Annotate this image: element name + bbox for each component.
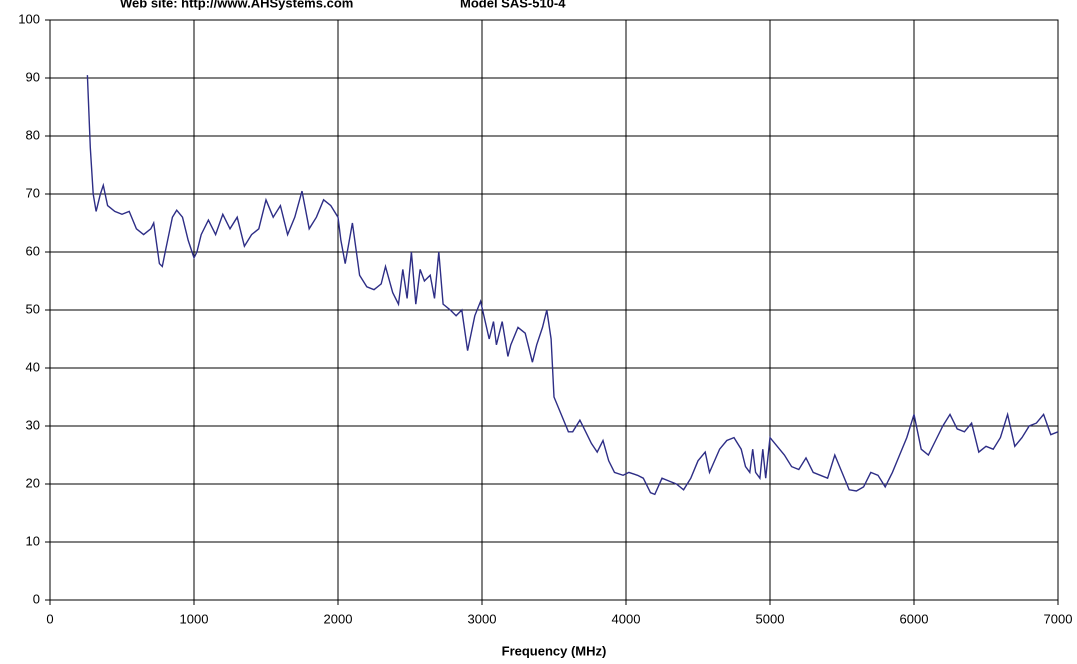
header-right: Model SAS-510-4 (460, 0, 566, 10)
y-tick-label: 20 (26, 475, 40, 490)
header-left: Web site: http://www.AHSystems.com (120, 0, 353, 10)
x-tick-label: 6000 (900, 611, 929, 626)
y-tick-label: 90 (26, 69, 40, 84)
y-tick-label: 30 (26, 417, 40, 432)
x-tick-label: 4000 (612, 611, 641, 626)
y-tick-label: 100 (18, 11, 40, 26)
x-tick-label: 0 (46, 611, 53, 626)
y-tick-label: 70 (26, 185, 40, 200)
y-tick-label: 60 (26, 243, 40, 258)
y-tick-label: 40 (26, 359, 40, 374)
y-tick-label: 10 (26, 533, 40, 548)
x-tick-label: 2000 (324, 611, 353, 626)
x-tick-label: 5000 (756, 611, 785, 626)
x-tick-label: 7000 (1044, 611, 1073, 626)
x-tick-label: 3000 (468, 611, 497, 626)
y-tick-label: 80 (26, 127, 40, 142)
y-tick-label: 0 (33, 591, 40, 606)
x-tick-label: 1000 (180, 611, 209, 626)
data-line (86, 75, 1059, 496)
x-axis-label: Frequency (MHz) (502, 643, 607, 658)
y-tick-label: 50 (26, 301, 40, 316)
